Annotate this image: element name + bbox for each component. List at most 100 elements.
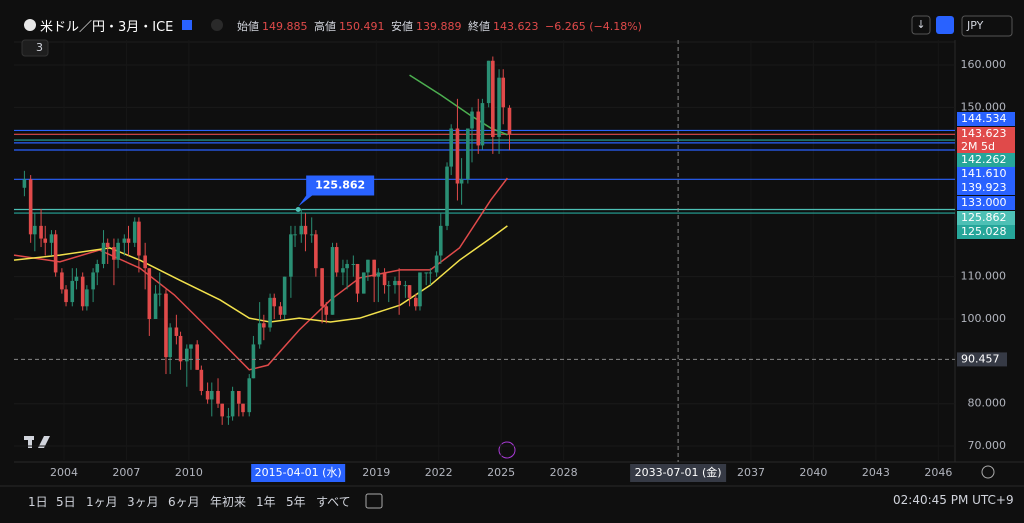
dot-menu[interactable] xyxy=(211,19,223,31)
candle-body xyxy=(237,390,241,404)
candle-body xyxy=(262,323,266,328)
candle-body xyxy=(60,272,64,290)
candle-body xyxy=(168,327,172,358)
candle-body xyxy=(309,234,314,236)
candle-body xyxy=(126,238,131,243)
candle-body xyxy=(174,327,179,336)
candle-body xyxy=(220,403,224,417)
candle-body xyxy=(330,247,335,315)
candle-body xyxy=(413,297,418,307)
indicator-toggle[interactable] xyxy=(21,39,49,57)
level-label: 144.534 xyxy=(961,112,1007,125)
y-tick-label: 160.000 xyxy=(961,58,1007,71)
candle-body xyxy=(355,263,360,294)
candle-body xyxy=(466,128,470,180)
candle-body xyxy=(397,280,401,286)
candle-body xyxy=(195,344,200,370)
x-tick-label: 2040 xyxy=(799,466,827,479)
change: −6.265 (−4.18%) xyxy=(545,20,642,33)
candle-body xyxy=(351,263,356,265)
candle-body xyxy=(324,306,329,315)
y-tick-label: 150.000 xyxy=(961,100,1007,113)
range-button[interactable]: 5日 xyxy=(56,495,76,509)
y-tick-label: 110.000 xyxy=(961,270,1007,283)
candle-body xyxy=(184,348,189,362)
candle-body xyxy=(33,225,37,235)
date-range-icon[interactable] xyxy=(365,493,383,509)
candle-body xyxy=(428,272,433,274)
range-button[interactable]: 1日 xyxy=(28,495,48,509)
candle-body xyxy=(95,263,100,273)
currency-button[interactable] xyxy=(961,15,1013,37)
symbol: 米ドル／円・3月・ICE xyxy=(40,20,174,35)
ohlc: 始値 149.885 高値 150.491 安値 139.889 終値 143.623 … xyxy=(237,18,645,34)
candle-body xyxy=(341,268,345,273)
range-button[interactable]: 3ヶ月 xyxy=(127,495,159,509)
moving-average xyxy=(409,74,508,136)
crosshair-x-box xyxy=(630,464,727,482)
lightning-icon[interactable] xyxy=(498,441,516,459)
candle-body xyxy=(74,276,79,281)
candle-body xyxy=(289,234,293,277)
open-label: 始値 xyxy=(237,20,259,33)
candle-body xyxy=(361,272,366,294)
arrow-icon: ↓ xyxy=(916,18,925,31)
x-tick-label: 2019 xyxy=(362,466,390,479)
range-button[interactable]: すべて xyxy=(316,495,351,509)
candle-body xyxy=(70,280,75,303)
settings-icon[interactable] xyxy=(981,465,995,479)
level-label: 139.923 xyxy=(961,181,1007,194)
marker-x-box xyxy=(251,464,346,482)
x-tick-label: 2043 xyxy=(862,466,890,479)
candle-body xyxy=(486,60,491,104)
candle-body xyxy=(64,289,68,303)
x-tick-label: 2022 xyxy=(425,466,453,479)
flag-icon xyxy=(24,19,36,31)
candle-body xyxy=(164,293,168,358)
candle-body xyxy=(268,297,272,328)
countdown-box xyxy=(957,140,1015,153)
moving-average xyxy=(13,225,508,323)
tv-logo xyxy=(24,436,50,448)
low: 139.889 xyxy=(416,20,462,33)
down-button[interactable] xyxy=(911,15,931,35)
candle-body xyxy=(272,297,277,307)
x-tick-label: 2025 xyxy=(487,466,515,479)
candle-body xyxy=(424,272,429,274)
close: 143.623 xyxy=(493,20,539,33)
candle-body xyxy=(80,276,85,307)
candle-body xyxy=(157,293,162,295)
currency: JPY xyxy=(966,19,984,32)
candle-body xyxy=(85,289,89,307)
range-button[interactable]: 1年 xyxy=(256,495,276,509)
crosshair-y-box xyxy=(957,352,1007,367)
candle-body xyxy=(143,255,147,269)
candle-body xyxy=(491,60,495,137)
level-label: 133.000 xyxy=(961,196,1007,209)
candle-body xyxy=(147,268,152,320)
range-button[interactable]: 1ヶ月 xyxy=(86,495,118,509)
high-label: 高値 xyxy=(314,20,336,33)
range-button[interactable]: 5年 xyxy=(286,495,306,509)
level-label-box xyxy=(957,225,1015,239)
sync-button[interactable] xyxy=(936,16,954,34)
candle-body xyxy=(116,242,120,260)
candle-body xyxy=(199,369,204,391)
candle-body xyxy=(251,344,256,379)
range-button[interactable]: 年初来 xyxy=(210,495,247,509)
marker-x-label: 2015-04-01 (水) xyxy=(255,466,342,479)
crosshair-y-label: 90.457 xyxy=(961,352,1000,365)
level-label: 125.028 xyxy=(961,225,1007,238)
candle-body xyxy=(112,247,116,260)
candle-body xyxy=(205,390,210,400)
range-button[interactable]: 6ヶ月 xyxy=(168,495,200,509)
level-label-box xyxy=(957,196,1015,210)
candle-body xyxy=(278,306,283,315)
candle-body xyxy=(345,263,349,269)
level-label: 142.262 xyxy=(961,153,1007,166)
flag-mark xyxy=(182,20,192,30)
candle-body xyxy=(43,238,48,243)
